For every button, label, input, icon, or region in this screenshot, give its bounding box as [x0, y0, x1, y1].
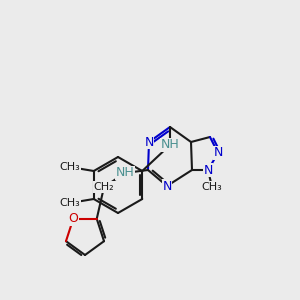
Text: CH₃: CH₃ — [202, 182, 222, 192]
Text: NH: NH — [160, 139, 179, 152]
Text: N: N — [162, 179, 172, 193]
Text: O: O — [68, 212, 78, 225]
Text: N: N — [144, 136, 154, 148]
Text: N: N — [213, 146, 223, 160]
Text: CH₂: CH₂ — [94, 182, 114, 192]
Text: CH₃: CH₃ — [59, 162, 80, 172]
Text: CH₃: CH₃ — [59, 198, 80, 208]
Text: NH: NH — [116, 167, 134, 179]
Text: N: N — [203, 164, 213, 176]
